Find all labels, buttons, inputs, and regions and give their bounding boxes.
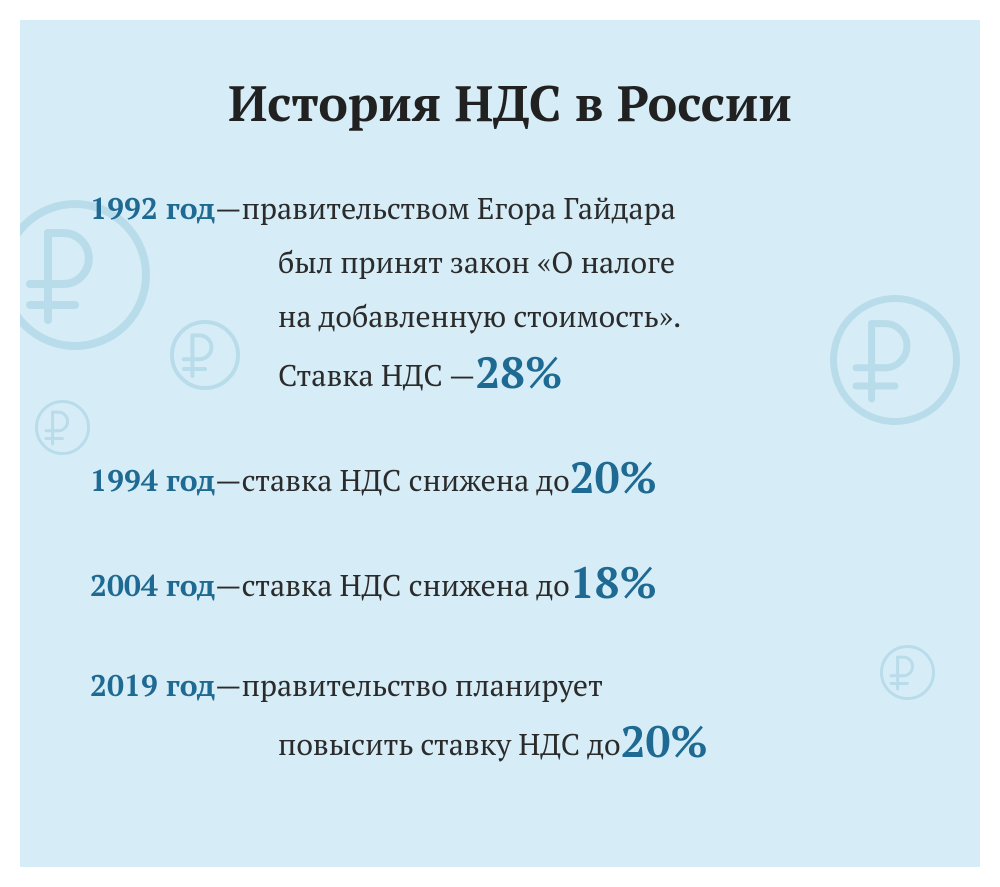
entry-first-line: 1992 год — правительством Егора Гайдара (90, 181, 930, 235)
entry-text: на добавленную стоимость». (278, 289, 681, 343)
entry-rate: 20% (621, 714, 708, 768)
entry-text: правительство планирует (242, 658, 603, 712)
entry-rate: 18% (570, 555, 657, 609)
entry-continuation-line: был принят закон «О налоге (90, 235, 930, 289)
entry-first-line: 1994 год — ставка НДС снижена до 20% (90, 448, 930, 507)
timeline-entry: 1992 год — правительством Егора Гайдараб… (90, 181, 930, 402)
ruble-icon (35, 400, 90, 455)
entry-year: 2004 год (90, 558, 215, 612)
entry-year: 1992 год (90, 181, 215, 235)
entry-dash: — (215, 558, 242, 612)
entry-first-line: 2019 год — правительство планирует (90, 658, 930, 712)
entry-dash: — (215, 181, 242, 235)
entry-text: Ставка НДС — (278, 348, 475, 402)
entry-continuation-line: на добавленную стоимость». (90, 289, 930, 343)
entry-text: был принят закон «О налоге (278, 235, 675, 289)
entry-year: 1994 год (90, 453, 215, 507)
timeline-entry: 1994 год — ставка НДС снижена до 20% (90, 448, 930, 507)
infographic-card: История НДС в России 1992 год — правител… (20, 20, 980, 867)
entry-first-line: 2004 год — ставка НДС снижена до 18% (90, 553, 930, 612)
entry-text: ставка НДС снижена до (242, 453, 570, 507)
entry-text: правительством Егора Гайдара (242, 181, 676, 235)
entry-text: ставка НДС снижена до (242, 558, 570, 612)
timeline-entry: 2019 год — правительство планируетповыси… (90, 658, 930, 771)
entry-text: повысить ставку НДС до (278, 717, 621, 771)
entry-continuation-line: Ставка НДС — 28% (90, 343, 930, 402)
entry-dash: — (215, 658, 242, 712)
page: История НДС в России 1992 год — правител… (0, 0, 1000, 887)
entry-dash: — (215, 453, 242, 507)
entry-rate: 28% (475, 345, 562, 399)
page-title: История НДС в России (90, 70, 930, 136)
entry-year: 2019 год (90, 658, 215, 712)
timeline-entries: 1992 год — правительством Егора Гайдараб… (90, 181, 930, 771)
entry-continuation-line: повысить ставку НДС до 20% (90, 712, 930, 771)
entry-rate: 20% (570, 450, 657, 504)
timeline-entry: 2004 год — ставка НДС снижена до 18% (90, 553, 930, 612)
